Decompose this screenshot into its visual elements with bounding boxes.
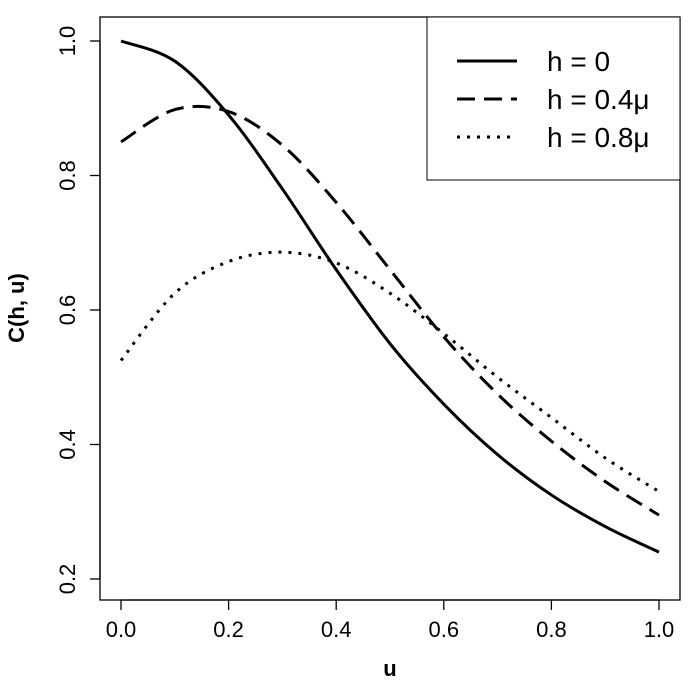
series-line-h-0-8 (119, 250, 660, 493)
x-axis-title: u (383, 656, 396, 681)
y-tick-label-1-0: 1.0 (55, 26, 80, 57)
series-line-h-0-4 (120, 104, 660, 517)
y-axis-title: C(h, u) (4, 273, 29, 343)
legend-label-h-0-4mu: h = 0.4μ (547, 84, 650, 115)
axes: 0.0 0.2 0.4 0.6 0.8 1.0 0.2 0.4 0.6 0.8 1.0 (55, 26, 674, 642)
x-tick-label-0-0: 0.0 (106, 617, 137, 642)
x-tick-label-0-8: 0.8 (536, 617, 567, 642)
x-tick-label-0-4: 0.4 (321, 617, 352, 642)
y-tick-label-0-6: 0.6 (55, 295, 80, 326)
series-line-h-0 (120, 39, 660, 554)
x-tick-label-0-2: 0.2 (213, 617, 244, 642)
legend-label-h-0-8mu: h = 0.8μ (547, 122, 650, 153)
y-tick-label-0-4: 0.4 (55, 429, 80, 460)
x-tick-label-0-6: 0.6 (429, 617, 460, 642)
legend: h = 0 h = 0.4μ h = 0.8μ (426, 16, 681, 181)
y-tick-label-0-8: 0.8 (55, 160, 80, 191)
legend-label-h-0: h = 0 (547, 46, 610, 77)
y-tick-label-0-2: 0.2 (55, 564, 80, 595)
series-layer (119, 39, 660, 554)
x-tick-label-1-0: 1.0 (644, 617, 675, 642)
